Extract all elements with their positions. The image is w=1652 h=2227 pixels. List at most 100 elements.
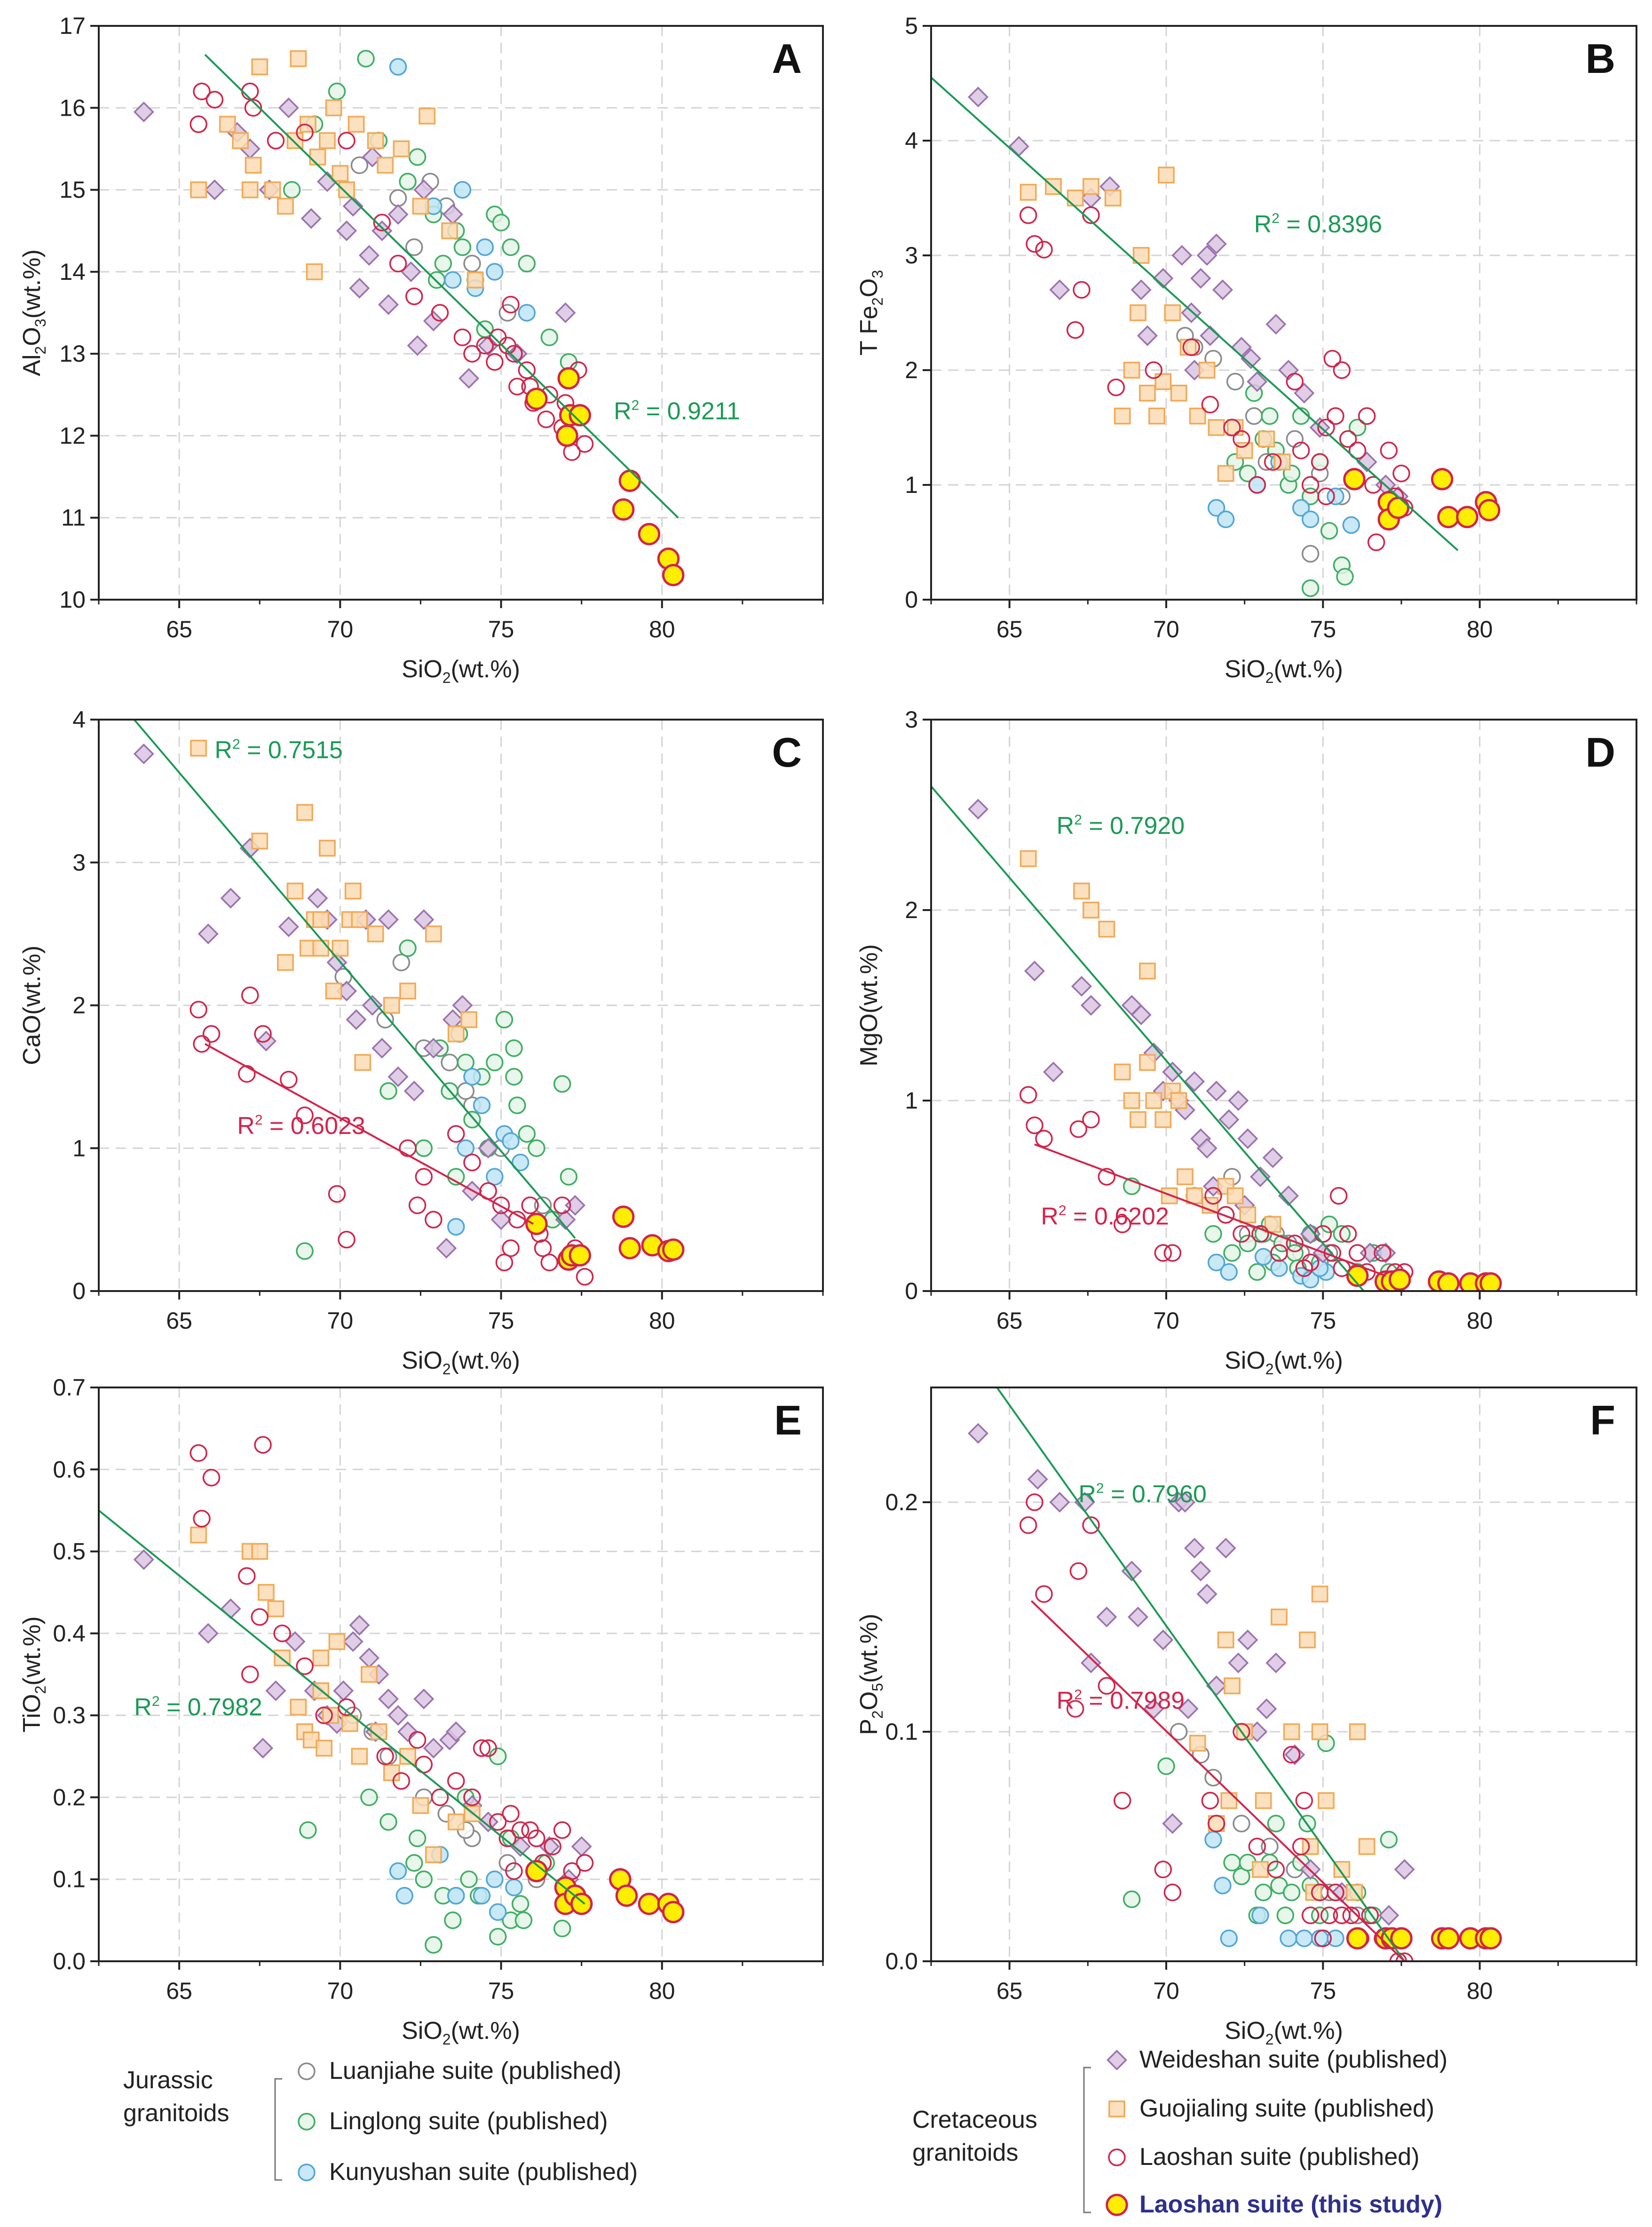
r2-value: = 0.7982 <box>160 1694 262 1721</box>
y-tick-label: 16 <box>59 95 86 121</box>
point-weideshan <box>1360 1242 1381 1264</box>
x-tick-label: 70 <box>1153 616 1179 642</box>
r2-prefix: R <box>1057 1687 1075 1714</box>
point-weideshan <box>1247 371 1268 392</box>
point-laoshan_this <box>662 563 685 586</box>
point-linglong <box>528 1139 545 1157</box>
point-weideshan <box>285 1631 306 1652</box>
point-weideshan <box>220 888 241 909</box>
point-weideshan <box>1356 452 1377 473</box>
point-guojialing <box>1104 190 1122 206</box>
point-weideshan <box>1080 1652 1102 1673</box>
point-kunyushan <box>511 1153 530 1172</box>
point-linglong <box>1157 1757 1175 1775</box>
point-laoshan_pub <box>338 1698 356 1716</box>
point-kunyushan <box>1311 1259 1329 1277</box>
point-kunyushan <box>1204 1831 1222 1849</box>
point-laoshan_pub <box>1282 1746 1301 1764</box>
point-weideshan <box>307 888 328 909</box>
point-guojialing <box>1123 1092 1140 1109</box>
point-laoshan_pub <box>338 1230 356 1249</box>
x-tick-label: 70 <box>327 616 354 642</box>
point-laoshan_pub <box>251 1608 269 1626</box>
point-guojialing <box>1073 882 1090 900</box>
legend-group-title: granitoids <box>912 2139 1018 2166</box>
x-tick-label: 65 <box>166 1978 192 2004</box>
label-part: (wt.%) <box>1274 2017 1343 2045</box>
x-axis-label: SiO2(wt.%) <box>1225 1347 1343 1378</box>
x-tick-label: 80 <box>649 1978 675 2004</box>
point-weideshan <box>333 1680 354 1701</box>
point-kunyushan <box>453 181 472 199</box>
label-part: SiO <box>402 2017 443 2045</box>
plot-frame <box>930 1387 1637 1962</box>
y-tick-label: 0.1 <box>53 1866 86 1893</box>
point-weideshan <box>387 1705 409 1726</box>
point-laoshan_pub <box>1201 396 1219 413</box>
point-luanjiahe <box>1226 372 1244 391</box>
r2-value: = 0.6202 <box>1067 1203 1169 1230</box>
y-tick-label: 2 <box>905 897 918 923</box>
point-weideshan <box>1130 279 1152 301</box>
point-guojialing <box>258 1584 275 1601</box>
point-laoshan_pub <box>193 1035 211 1053</box>
plot-frame <box>930 25 1637 601</box>
point-weideshan <box>1228 1652 1249 1673</box>
point-linglong <box>1348 419 1367 436</box>
point-linglong <box>1223 1854 1241 1871</box>
point-laoshan_pub <box>1107 378 1125 396</box>
point-linglong <box>434 254 452 273</box>
point-laoshan_pub <box>518 361 536 379</box>
point-laoshan_this <box>570 1893 593 1915</box>
label-part: 2 <box>869 297 886 306</box>
point-guojialing <box>190 1526 207 1544</box>
fit-line-green <box>204 54 679 519</box>
point-guojialing <box>393 140 410 158</box>
label-part: (wt.%) <box>1274 656 1343 683</box>
fit-lines <box>133 720 576 1239</box>
point-guojialing <box>1258 430 1275 448</box>
point-laoshan_pub <box>1286 1235 1304 1252</box>
point-weideshan <box>1181 302 1202 324</box>
point-laoshan_pub <box>1035 241 1053 259</box>
point-linglong <box>489 1927 507 1946</box>
point-linglong <box>511 1895 530 1913</box>
x-tick-label: 65 <box>166 616 192 642</box>
point-linglong <box>444 1911 462 1929</box>
point-laoshan_pub <box>1069 1120 1088 1138</box>
x-tick-label: 65 <box>996 616 1023 642</box>
fit-lines <box>931 785 1386 1291</box>
point-guojialing <box>354 1054 372 1071</box>
plot-frame <box>98 1387 824 1962</box>
point-guojialing <box>425 1846 442 1863</box>
legend-bracket <box>1083 2067 1091 2213</box>
y-tick-label: 10 <box>59 586 86 613</box>
point-weideshan <box>413 1688 435 1710</box>
point-laoshan_pub <box>1233 1225 1250 1243</box>
point-laoshan_this <box>1479 1272 1502 1291</box>
point-linglong <box>1276 1906 1295 1925</box>
legend-item-kunyushan: Kunyushan suite (published) <box>298 2158 638 2186</box>
fit-line-green <box>133 720 576 1239</box>
point-weideshan <box>1071 975 1092 997</box>
point-laoshan_pub <box>508 378 526 396</box>
point-guojialing <box>251 832 269 850</box>
y-tick-label: 13 <box>59 341 86 367</box>
point-weideshan <box>1265 314 1287 335</box>
x-axis-label: SiO2(wt.%) <box>402 2017 520 2048</box>
label-part: P <box>855 1719 883 1735</box>
point-weideshan <box>1240 348 1262 369</box>
plot-frame <box>930 719 1637 1292</box>
point-laoshan_pub <box>511 1821 530 1839</box>
point-laoshan_pub <box>473 1739 491 1757</box>
gridlines <box>931 26 1636 600</box>
point-laoshan_pub <box>1358 407 1376 425</box>
point-laoshan_pub <box>1327 1883 1344 1902</box>
point-guojialing <box>312 1649 330 1667</box>
point-kunyushan <box>1327 1929 1344 1947</box>
point-guojialing <box>344 882 362 900</box>
point-guojialing <box>412 1797 429 1814</box>
point-laoshan_this <box>569 404 591 427</box>
y-tick-label: 1 <box>905 472 918 498</box>
